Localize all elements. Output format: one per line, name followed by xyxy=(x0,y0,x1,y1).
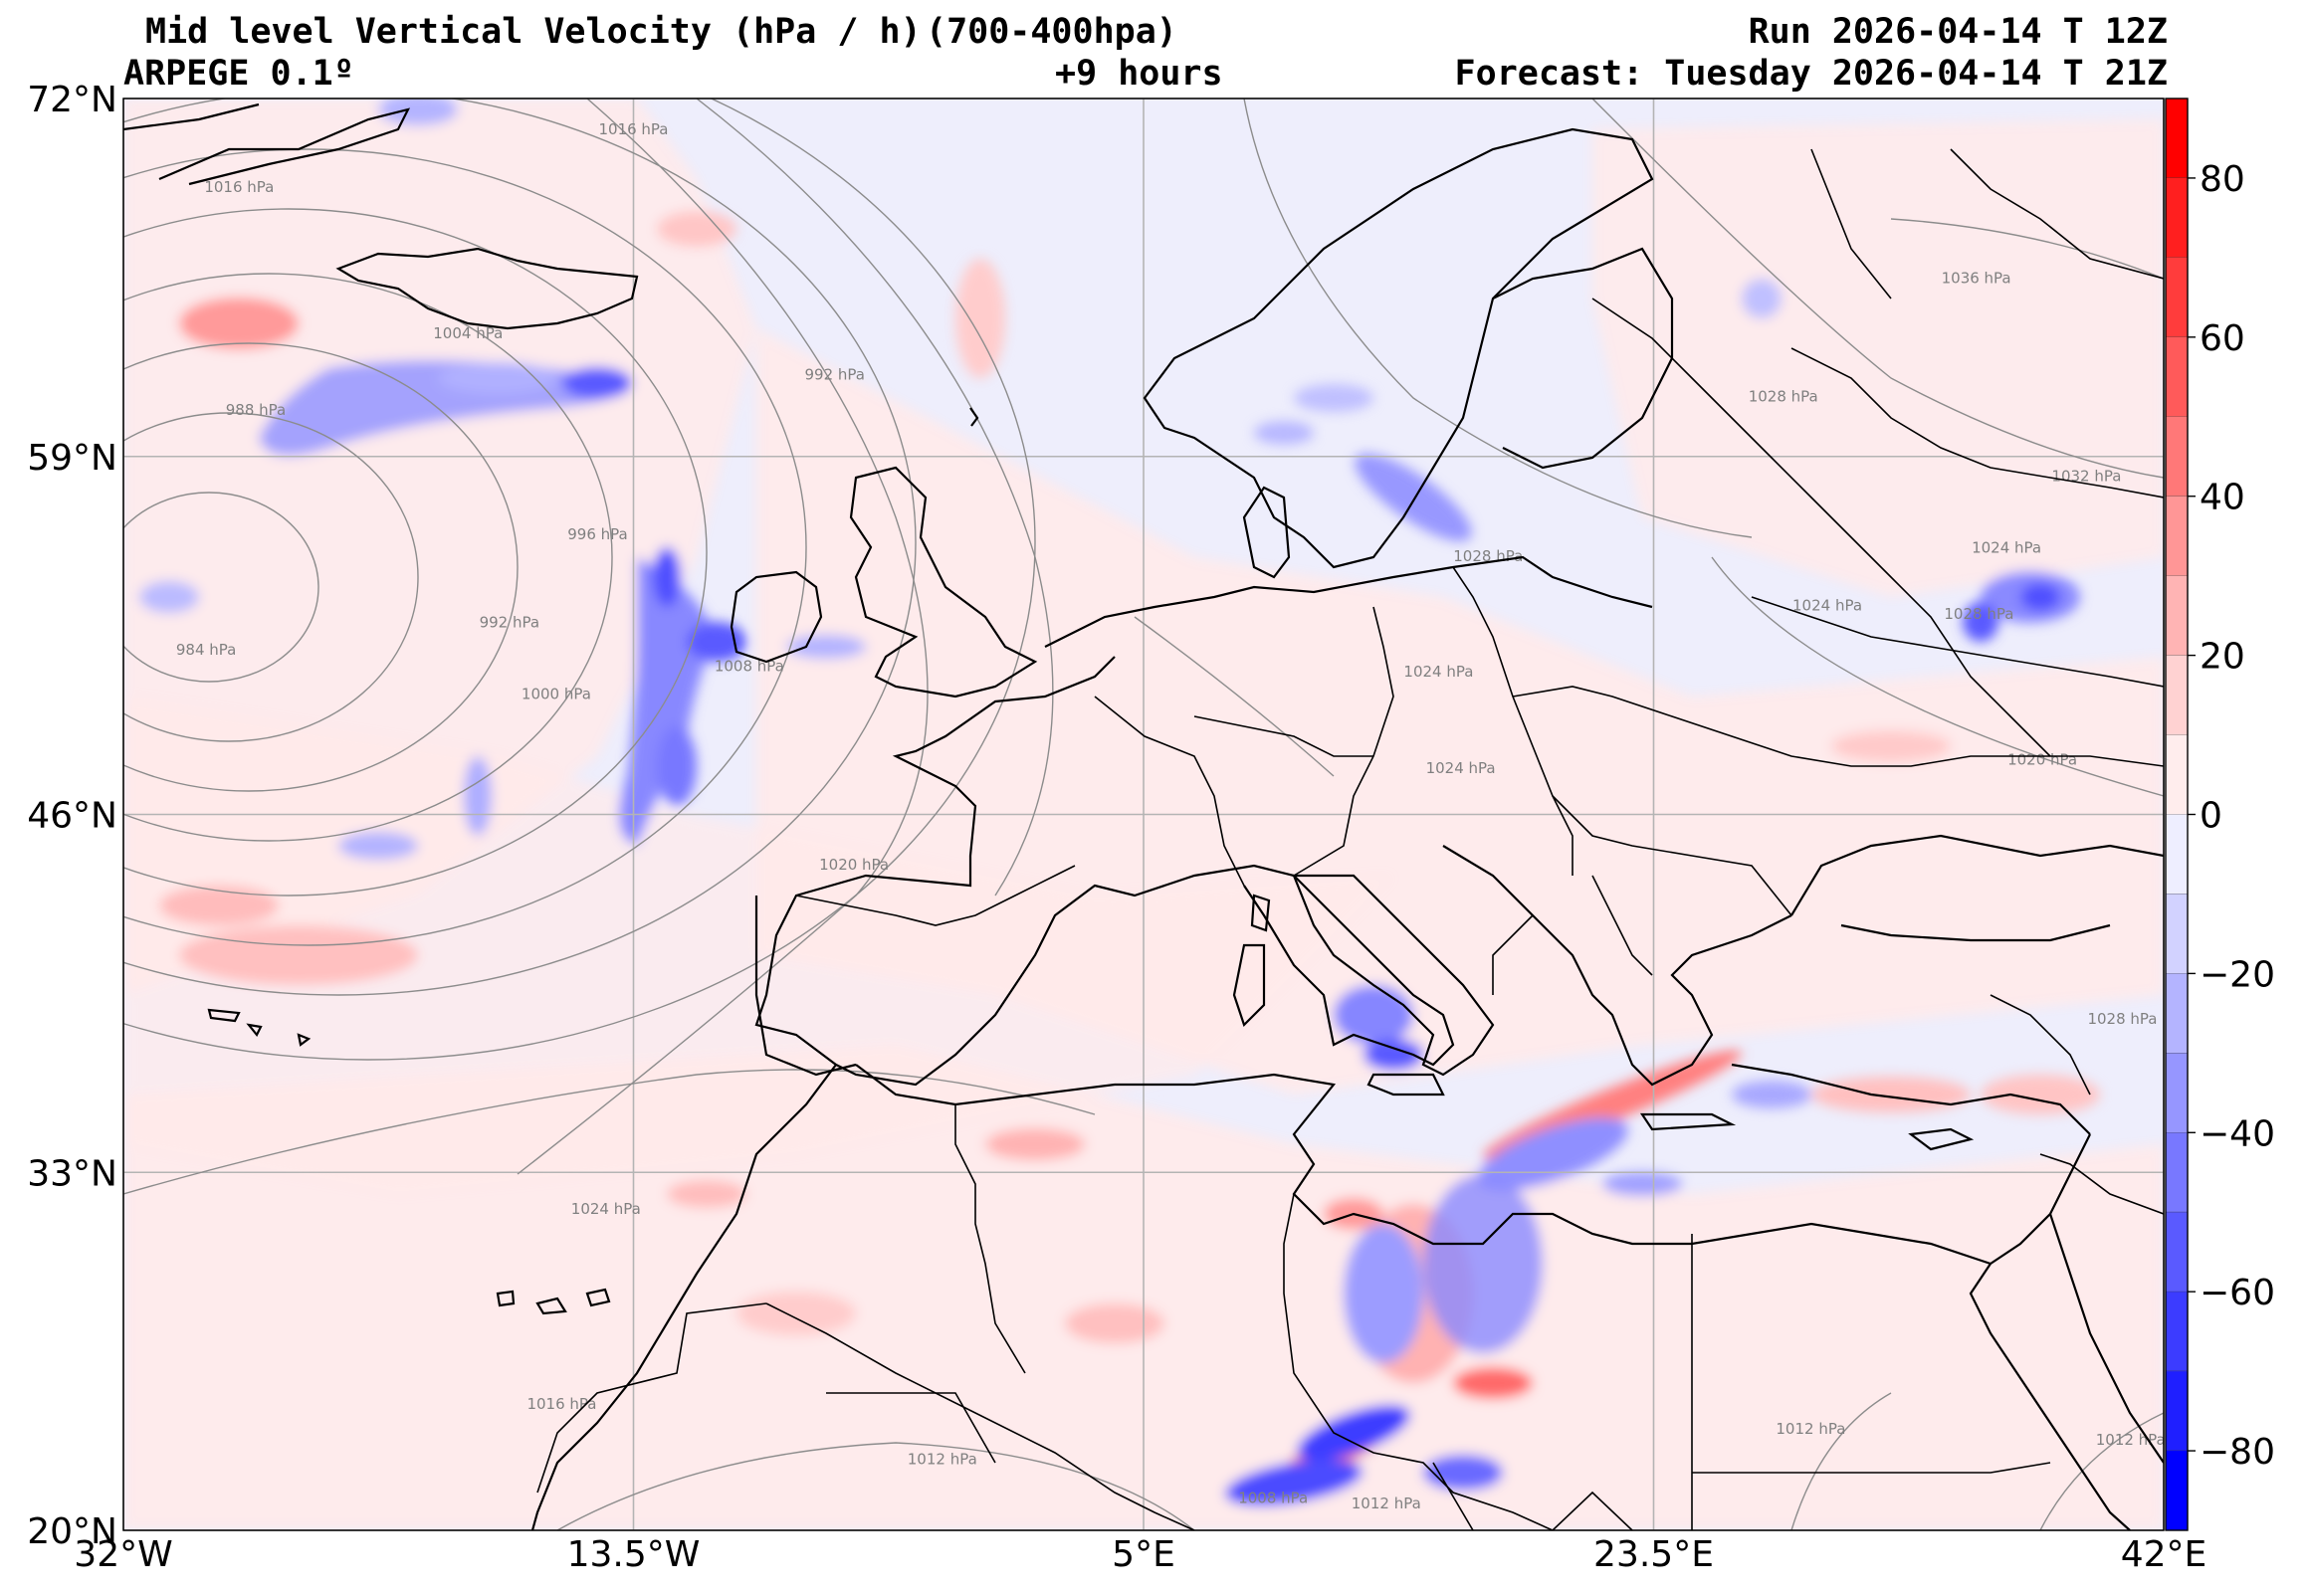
colorbar: 80 60 40 20 0 −20 −40 −60 −80 xyxy=(2165,98,2275,1531)
coastlines xyxy=(123,102,2164,1530)
colorbar-tick-label: −20 xyxy=(2200,954,2275,995)
colorbar-bin xyxy=(2166,416,2188,497)
lat-tick-label: 72°N xyxy=(27,80,117,120)
isobar-contours xyxy=(123,99,2164,1530)
colorbar-tick-label: 40 xyxy=(2200,478,2245,518)
isobar-label: 1012 hPa xyxy=(1776,1420,1845,1438)
isobar-label: 1012 hPa xyxy=(1352,1495,1421,1512)
colorbar-tick-label: 80 xyxy=(2200,159,2245,200)
isobar-label: 1012 hPa xyxy=(908,1451,977,1469)
colorbar-bin xyxy=(2166,99,2188,178)
isobar-label: 1016 hPa xyxy=(204,178,274,196)
colorbar-bin xyxy=(2166,734,2188,815)
isobar-label: 1028 hPa xyxy=(1944,605,2013,623)
colorbar-bin xyxy=(2166,1292,2188,1372)
colorbar-tick-label: −80 xyxy=(2200,1432,2275,1473)
vertical-velocity-field xyxy=(123,99,2164,1530)
colorbar-bin xyxy=(2166,496,2188,576)
isobar-label: 988 hPa xyxy=(226,401,286,419)
colorbar-bin xyxy=(2166,1053,2188,1133)
colorbar-bin xyxy=(2166,1451,2188,1530)
isobar-label: 996 hPa xyxy=(567,525,627,543)
lon-tick-label: 5°E xyxy=(1112,1534,1175,1575)
isobar-label: 992 hPa xyxy=(804,365,864,383)
colorbar-bin xyxy=(2166,177,2188,258)
colorbar-tick-label: 0 xyxy=(2200,796,2222,837)
lon-tick-label: 13.5°W xyxy=(567,1534,701,1575)
colorbar-bin xyxy=(2166,336,2188,417)
colorbar-bin xyxy=(2166,1212,2188,1293)
forecast-label: Forecast: Tuesday 2026-04-14 T 21Z xyxy=(1454,54,2168,94)
isobar-label: 1024 hPa xyxy=(1972,539,2041,557)
isobar-label: 992 hPa xyxy=(480,613,539,631)
isobar-label: 1020 hPa xyxy=(819,856,889,874)
run-label: Run 2026-04-14 T 12Z xyxy=(1748,12,2168,52)
model-label: ARPEGE 0.1º xyxy=(123,54,354,94)
isobar-label: 1012 hPa xyxy=(2096,1431,2166,1449)
colorbar-bin xyxy=(2166,655,2188,735)
isobar-label: 1024 hPa xyxy=(1403,663,1473,681)
lon-tick-label: 32°W xyxy=(74,1534,172,1575)
colorbar-bin xyxy=(2166,894,2188,974)
colorbar-tick-label: 20 xyxy=(2200,637,2245,678)
colorbar-bin xyxy=(2166,1371,2188,1452)
axis-labels: 32°W 13.5°W 5°E 23.5°E 42°E 72°N 59°N 46°N 33°N 2… xyxy=(27,80,2206,1575)
isobar-label: 1028 hPa xyxy=(1749,387,1818,405)
isobar-label: 1036 hPa xyxy=(1942,269,2011,287)
lon-tick-label: 23.5°E xyxy=(1593,1534,1714,1575)
map-title: Mid level Vertical Velocity (hPa / h) xyxy=(145,12,922,52)
colorbar-bin xyxy=(2166,814,2188,895)
lead-time-label: +9 hours xyxy=(1055,54,1223,94)
lat-tick-label: 46°N xyxy=(27,796,117,837)
colorbar-bin xyxy=(2166,575,2188,656)
isobar-label: 1028 hPa xyxy=(2087,1010,2157,1028)
isobar-label: 1024 hPa xyxy=(1792,597,1862,615)
country-borders xyxy=(536,148,2164,1530)
isobar-label: 1032 hPa xyxy=(2051,468,2121,486)
isobar-label: 1016 hPa xyxy=(598,120,668,138)
isobar-label: 1000 hPa xyxy=(522,685,591,702)
isobar-label: 984 hPa xyxy=(176,641,236,659)
lat-tick-label: 33°N xyxy=(27,1153,117,1194)
colorbar-tick-label: −40 xyxy=(2200,1113,2275,1154)
isobar-labels: 1016 hPa 1016 hPa 1004 hPa 988 hPa 992 hPa 99… xyxy=(176,120,2166,1512)
lon-tick-label: 42°E xyxy=(2121,1534,2207,1575)
lat-tick-label: 59°N xyxy=(27,438,117,479)
isobar-label: 1024 hPa xyxy=(1426,759,1496,777)
colorbar-bin xyxy=(2166,257,2188,337)
isobar-label: 1024 hPa xyxy=(571,1200,641,1218)
isobar-label: 1020 hPa xyxy=(2007,751,2077,769)
isobar-label: 1008 hPa xyxy=(1238,1489,1308,1506)
map-frame xyxy=(122,98,2165,1531)
isobar-label: 1004 hPa xyxy=(433,324,503,342)
colorbar-bin xyxy=(2166,1132,2188,1213)
lat-tick-label: 20°N xyxy=(27,1511,117,1552)
colorbar-bin xyxy=(2166,973,2188,1054)
isobar-label: 1016 hPa xyxy=(526,1395,596,1413)
layer-label: (700-400hpa) xyxy=(926,12,1177,52)
colorbar-tick-label: 60 xyxy=(2200,318,2245,359)
colorbar-tick-label: −60 xyxy=(2200,1273,2275,1313)
